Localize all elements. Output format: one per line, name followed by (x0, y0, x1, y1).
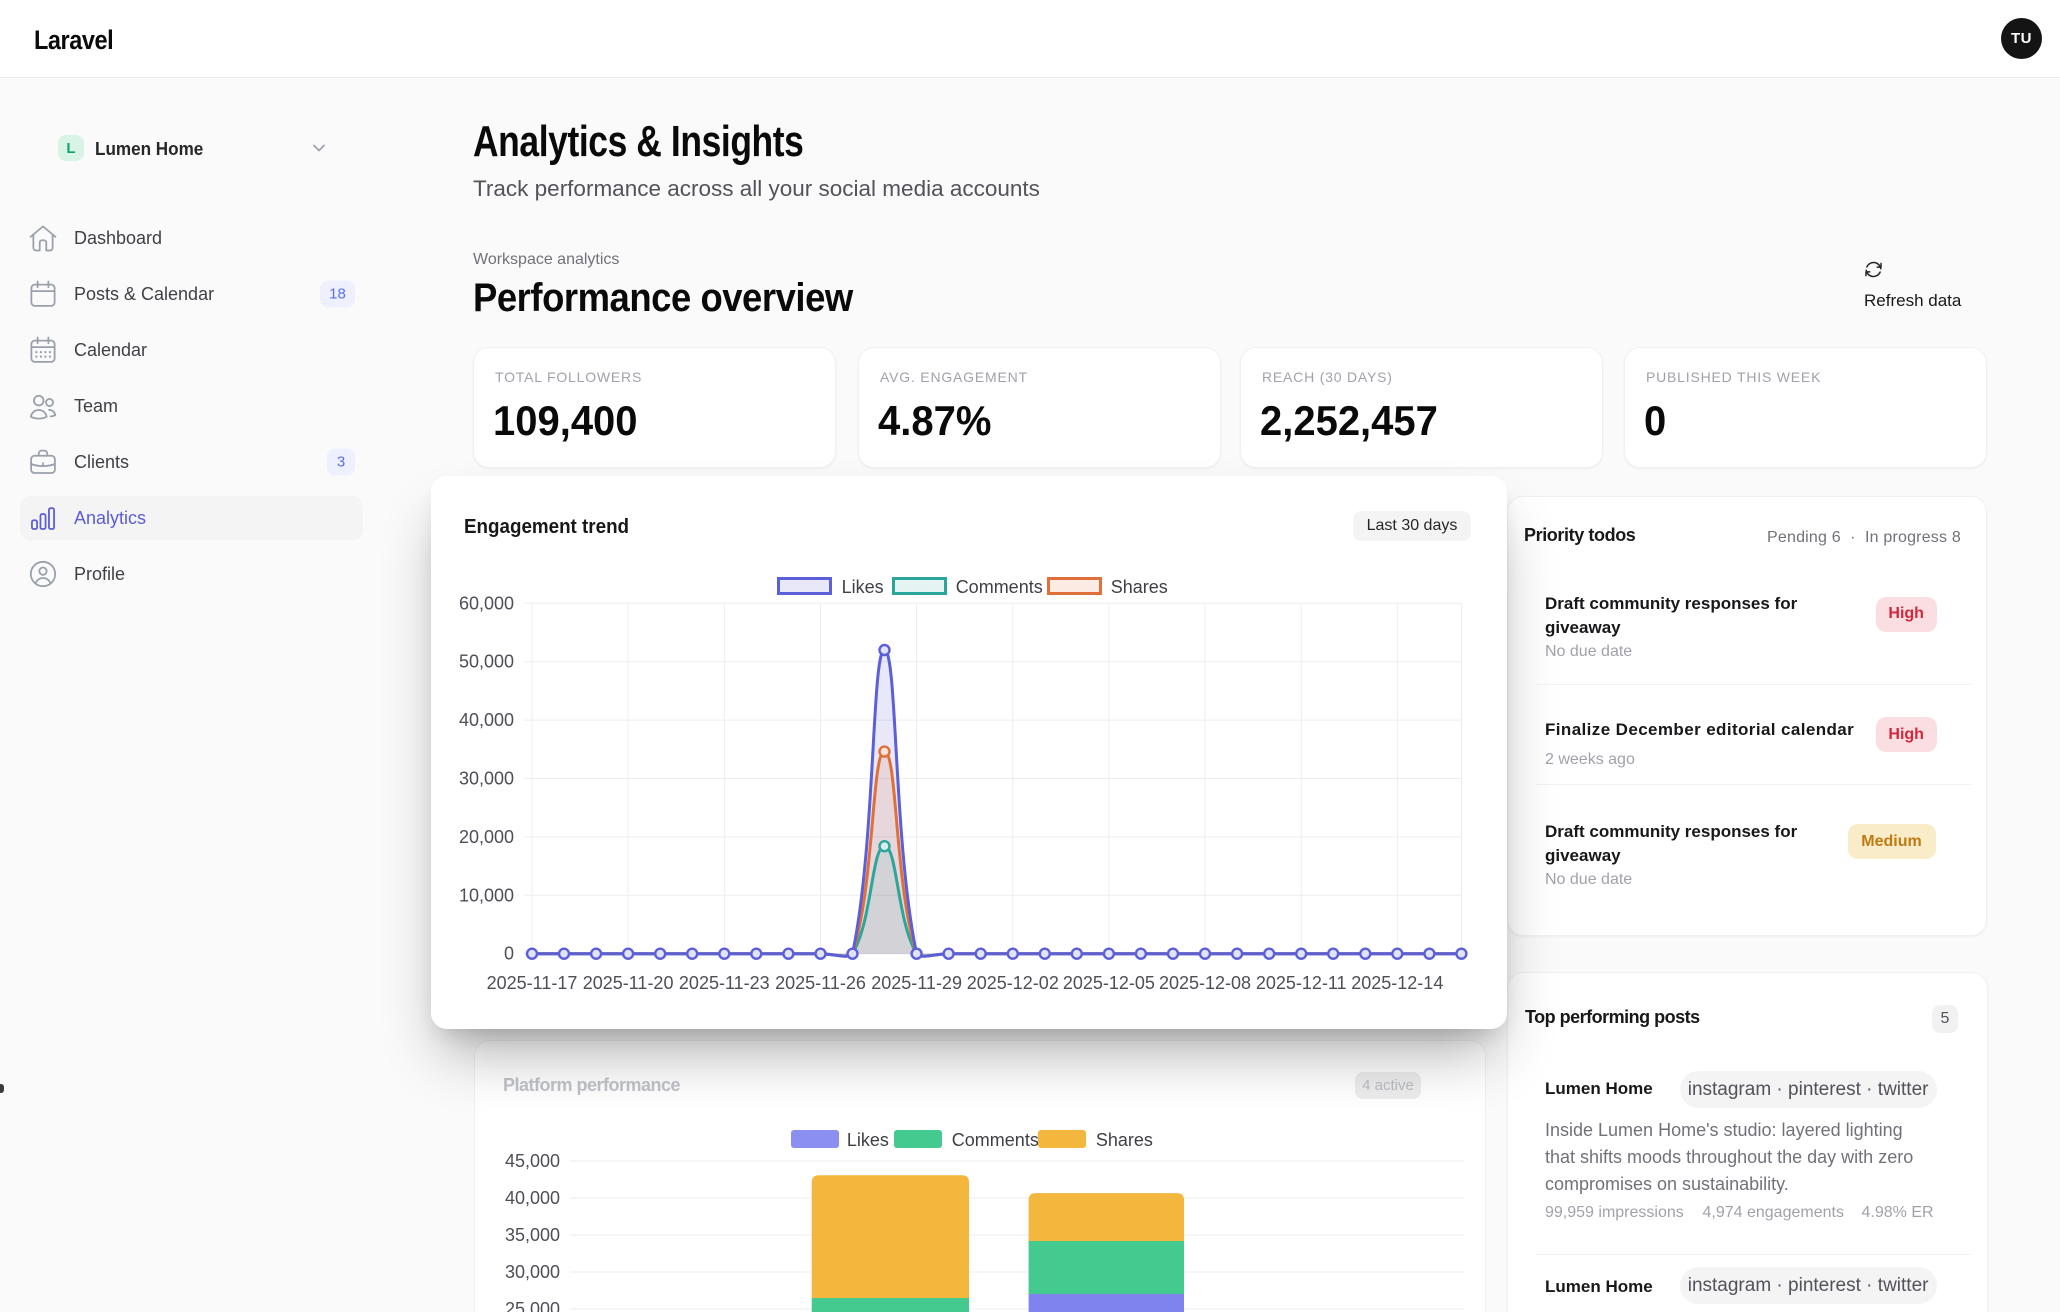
svg-text:2025-11-17: 2025-11-17 (487, 973, 578, 993)
svg-text:10,000: 10,000 (459, 885, 514, 905)
svg-text:25,000: 25,000 (505, 1299, 560, 1312)
svg-text:40,000: 40,000 (459, 710, 514, 730)
svg-text:20,000: 20,000 (459, 827, 514, 847)
svg-text:2025-12-05: 2025-12-05 (1063, 973, 1155, 993)
svg-text:30,000: 30,000 (459, 769, 514, 789)
svg-text:2025-12-11: 2025-12-11 (1256, 973, 1347, 993)
svg-text:0: 0 (504, 944, 514, 964)
svg-text:30,000: 30,000 (505, 1262, 560, 1282)
svg-text:40,000: 40,000 (505, 1188, 560, 1208)
svg-text:2025-12-14: 2025-12-14 (1351, 973, 1443, 993)
svg-text:2025-11-20: 2025-11-20 (583, 973, 674, 993)
svg-text:2025-11-29: 2025-11-29 (871, 973, 962, 993)
svg-text:35,000: 35,000 (505, 1225, 560, 1245)
svg-text:45,000: 45,000 (505, 1151, 560, 1171)
svg-text:2025-12-08: 2025-12-08 (1159, 973, 1251, 993)
svg-text:2025-12-02: 2025-12-02 (967, 973, 1059, 993)
svg-text:60,000: 60,000 (459, 593, 514, 613)
svg-text:50,000: 50,000 (459, 652, 514, 672)
svg-text:2025-11-23: 2025-11-23 (679, 973, 770, 993)
svg-text:2025-11-26: 2025-11-26 (775, 973, 866, 993)
